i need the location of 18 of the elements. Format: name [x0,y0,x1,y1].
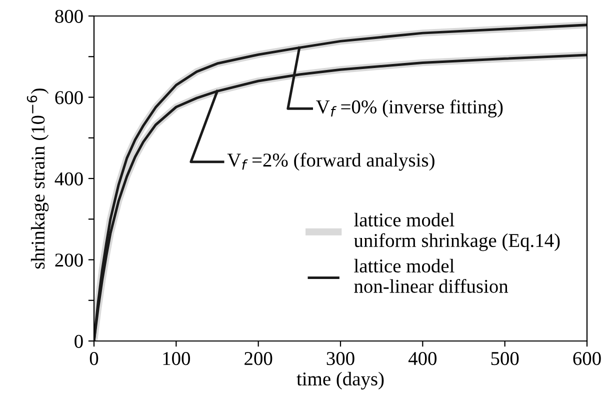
x-axis-title: time (days) [296,372,384,390]
x-tick-label: 600 [573,352,601,366]
y-tick-label: 800 [55,10,83,23]
x-tick-label: 400 [408,352,437,366]
annotation: V$_{f}$ =2% (forward analysis) [227,152,434,171]
x-tick-label: 0 [90,352,98,366]
annotation: V$_{f}$ =0% (inverse fitting) [316,100,503,118]
legend-label: lattice model non-linear diffusion [354,258,508,293]
x-tick-label: 200 [244,352,272,366]
y-tick-label: 600 [55,91,83,104]
legend-label: lattice model uniform shrinkage (Eq.14) [354,212,560,252]
x-tick-label: 100 [163,352,190,366]
y-tick-label: 0 [74,334,83,348]
x-tick-label: 500 [491,352,519,366]
y-tick-label: 400 [54,172,83,186]
y-tick-label: 200 [55,254,83,267]
y-axis-title: shrinkage strain (10$^{−6}$) [26,88,49,269]
x-tick-label: 300 [326,352,354,366]
